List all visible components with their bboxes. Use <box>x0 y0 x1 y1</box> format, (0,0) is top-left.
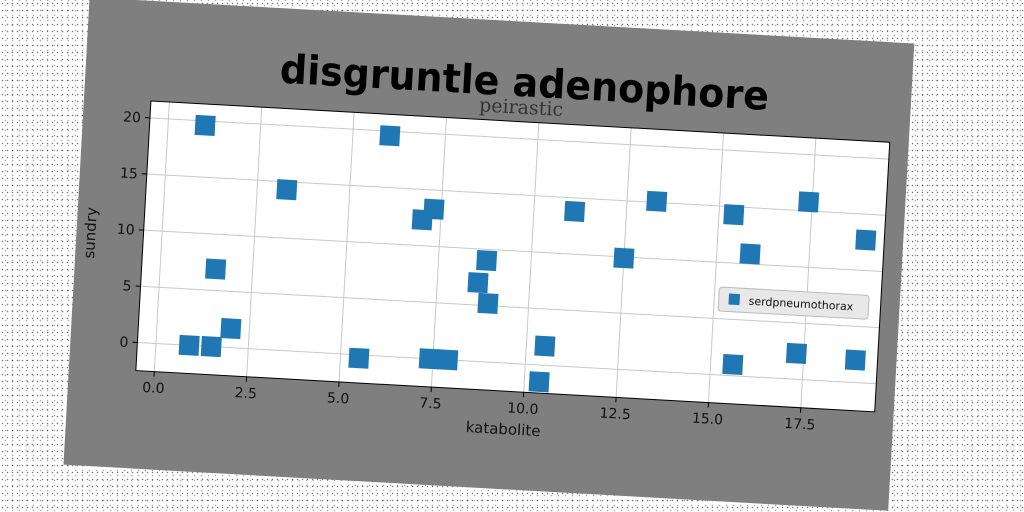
data-point <box>418 348 440 370</box>
x-grid-line <box>430 117 447 388</box>
data-point <box>722 353 744 376</box>
x-grid-line <box>523 122 540 393</box>
data-point <box>844 349 866 371</box>
data-point <box>564 200 586 222</box>
x-tick-label: 12.5 <box>599 406 631 424</box>
x-tick-label: 7.5 <box>419 395 442 412</box>
data-point <box>423 198 445 220</box>
x-tick-label: 2.5 <box>234 385 257 402</box>
x-grid-line <box>707 132 725 403</box>
data-point <box>646 190 668 212</box>
data-point <box>200 336 222 358</box>
x-tick-label: 0.0 <box>142 380 165 397</box>
legend: serdpneumothorax <box>717 286 870 320</box>
y-axis-ticks: 0 5 10 15 20 <box>116 109 150 351</box>
y-grid-line <box>137 341 877 385</box>
data-point <box>477 292 499 315</box>
y-grid-line <box>146 173 886 216</box>
legend-marker <box>728 293 741 306</box>
data-point <box>534 335 556 357</box>
data-point <box>855 229 877 251</box>
scatter-points <box>178 114 877 393</box>
y-tick-label: 5 <box>122 278 132 294</box>
data-point <box>467 272 489 294</box>
y-tick-label: 10 <box>116 222 135 239</box>
data-point <box>723 204 745 226</box>
x-tick-label: 5.0 <box>327 390 350 407</box>
y-grid-line <box>149 117 889 160</box>
y-tick-label: 15 <box>120 165 139 182</box>
legend-box <box>717 286 870 320</box>
chart-title: peirastic <box>479 94 564 121</box>
y-grid-line <box>140 285 880 329</box>
y-tick-label: 20 <box>123 109 142 126</box>
x-axis-label: katabolite <box>465 418 541 440</box>
x-grid-line <box>153 101 170 372</box>
data-point <box>178 334 200 356</box>
plot-border <box>135 100 891 413</box>
data-point <box>528 371 550 393</box>
legend-label: serdpneumothorax <box>748 295 854 314</box>
x-axis-ticks: 0.0 2.5 5.0 7.5 10.0 12.5 15.0 17.5 <box>142 371 816 434</box>
x-tick-label: 15.0 <box>691 411 723 429</box>
data-point <box>785 342 807 364</box>
x-grid-line <box>338 112 355 382</box>
plot-area <box>135 100 890 412</box>
x-grid-line <box>246 107 263 377</box>
y-axis-label: sundry <box>80 207 101 259</box>
data-point <box>739 243 761 265</box>
x-tick-label: 17.5 <box>784 416 816 434</box>
data-point <box>348 347 370 369</box>
y-grid-line <box>143 229 883 272</box>
data-point <box>476 250 498 272</box>
data-point <box>205 258 227 280</box>
data-point <box>437 349 459 371</box>
data-point <box>798 191 820 213</box>
data-point <box>613 247 635 269</box>
data-point <box>379 125 401 147</box>
data-point <box>194 114 216 136</box>
data-point <box>276 179 298 201</box>
x-tick-label: 10.0 <box>507 400 539 418</box>
data-point <box>220 317 242 340</box>
y-tick-label: 0 <box>119 334 129 350</box>
